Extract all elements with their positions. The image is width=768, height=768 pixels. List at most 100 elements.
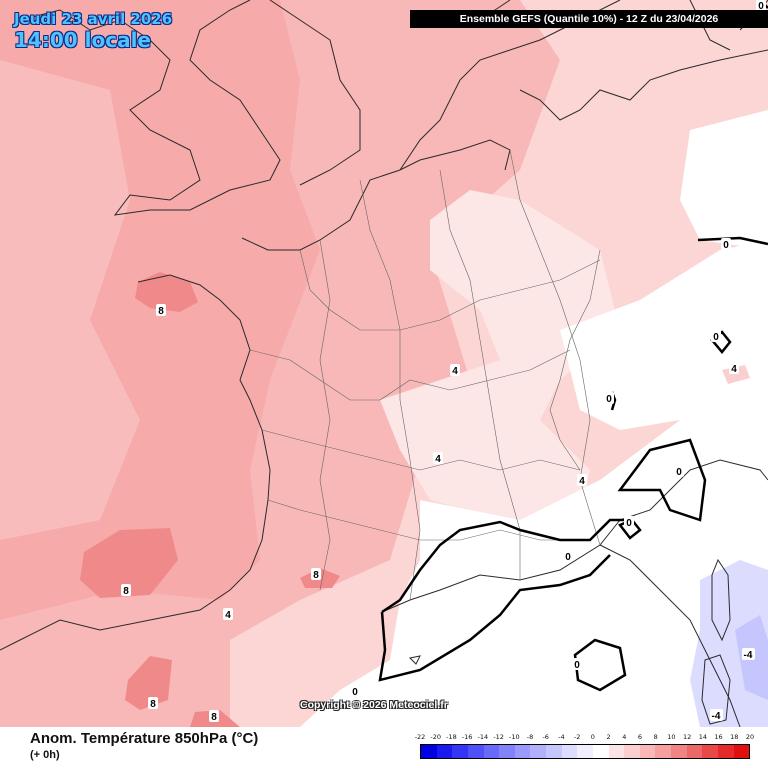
- contour-label: 8: [311, 568, 321, 581]
- anomaly-field-neutral: [300, 400, 768, 727]
- color-scale-swatch: [671, 745, 687, 758]
- color-scale-tick: 4: [622, 733, 627, 741]
- svg-text:0: 0: [713, 332, 719, 343]
- contour-zero-italy: [617, 438, 707, 522]
- color-scale-swatch: [546, 745, 562, 758]
- color-scale-tick: -8: [526, 733, 534, 741]
- color-scale-tick: 18: [730, 733, 739, 741]
- anomaly-field-neutral-ne: [680, 110, 768, 250]
- color-scale-tick: -18: [446, 733, 457, 741]
- contour-label: 0: [563, 550, 573, 563]
- color-scale-tick: -14: [477, 733, 489, 741]
- contour-label: 8: [121, 584, 131, 597]
- color-scale-tick: 14: [698, 733, 707, 741]
- color-scale-swatch: [624, 745, 640, 758]
- contour-label: 0: [604, 392, 614, 405]
- color-scale-swatch: [467, 745, 484, 758]
- color-scale-tick: -12: [493, 733, 504, 741]
- contour-zero-balearic: [573, 638, 627, 692]
- svg-text:8: 8: [158, 306, 164, 317]
- region-borders: [249, 149, 601, 601]
- color-scale-swatch: [530, 745, 546, 758]
- color-scale-tick: 2: [606, 733, 611, 741]
- contour-label: 4: [433, 452, 443, 465]
- anomaly-field-ocean-light: [0, 60, 140, 540]
- color-scale-tick: -2: [573, 733, 581, 741]
- color-scale-tick: 6: [637, 733, 643, 741]
- svg-text:4: 4: [731, 364, 737, 375]
- svg-text:0: 0: [758, 1, 764, 12]
- color-scale-swatch: [483, 745, 500, 758]
- contour-label: 8: [156, 304, 166, 317]
- contour-zero-germany: [697, 236, 768, 246]
- contour-label: 4: [577, 474, 587, 487]
- color-scale-swatch: [592, 745, 609, 758]
- color-scale-tick: 0: [590, 733, 595, 741]
- contour-label: 0: [756, 0, 766, 12]
- contour-label: 0: [721, 238, 731, 251]
- model-run-banner: Ensemble GEFS (Quantile 10%) - 12 Z du 2…: [410, 10, 768, 28]
- color-scale-swatch: [733, 745, 750, 758]
- color-scale-tick: 20: [745, 733, 755, 741]
- svg-text:4: 4: [579, 476, 585, 487]
- svg-text:0: 0: [574, 660, 580, 671]
- contour-label: 0: [674, 465, 684, 478]
- anomaly-field-neutral-east: [560, 240, 768, 430]
- contour-lines: [378, 0, 768, 692]
- color-scale-tick: -20: [430, 733, 442, 741]
- svg-text:4: 4: [435, 454, 441, 465]
- lead-time-label: (+ 0h): [30, 749, 60, 761]
- color-scale: -22 -20 -18 -16 -14 -12 -10 -8 -6 -4 -2 0 2 4 6 8 10 12 14…: [415, 733, 754, 759]
- svg-text:4: 4: [225, 610, 231, 621]
- anomaly-field-faint: [380, 190, 620, 520]
- color-scale-bar: [420, 744, 750, 759]
- color-scale-tick: 8: [653, 733, 658, 741]
- valid-time: 14:00 locale: [14, 28, 151, 52]
- copyright-notice: Copyright © 2026 Meteociel.fr: [300, 699, 448, 711]
- contour-label: 0: [711, 330, 721, 343]
- color-scale-tick: 12: [683, 733, 692, 741]
- svg-text:8: 8: [313, 570, 319, 581]
- color-scale-ticks: -22 -20 -18 -16 -14 -12 -10 -8 -6 -4 -2 0 2 4 6 8 10 12 14…: [415, 733, 754, 744]
- color-scale-tick: 16: [714, 733, 723, 741]
- svg-text:8: 8: [123, 586, 129, 597]
- contour-labels: 8 4 4 4 8 8 4 8 8 0 0 0 0 0 0 4 0 0 -4 -…: [121, 0, 766, 723]
- contour-label: 0: [350, 685, 360, 698]
- color-scale-tick: -10: [508, 733, 520, 741]
- svg-text:0: 0: [352, 687, 358, 698]
- color-scale-tick: -4: [558, 733, 565, 741]
- color-scale-swatch: [561, 745, 578, 758]
- contour-label: -4: [742, 648, 755, 661]
- color-scale-swatch: [702, 745, 718, 758]
- color-scale-swatch: [686, 745, 703, 758]
- svg-text:4: 4: [452, 366, 458, 377]
- svg-text:0: 0: [723, 240, 729, 251]
- color-scale-tick: -22: [414, 733, 426, 741]
- color-scale-swatch: [436, 745, 453, 758]
- color-scale-swatch: [452, 745, 468, 758]
- contour-label: 8: [209, 710, 219, 723]
- contour-label: 4: [729, 362, 739, 375]
- svg-text:0: 0: [676, 467, 682, 478]
- contour-zero-south: [381, 518, 625, 614]
- valid-date: Jeudi 23 avril 2026: [14, 10, 173, 28]
- contour-label: 0: [624, 516, 634, 529]
- color-scale-swatch: [499, 745, 515, 758]
- svg-text:8: 8: [211, 712, 217, 723]
- svg-text:-4: -4: [744, 650, 753, 661]
- contour-label: 4: [223, 608, 233, 621]
- color-scale-swatch: [639, 745, 656, 758]
- color-scale-tick: -16: [461, 733, 473, 741]
- contour-label: 8: [148, 697, 158, 710]
- anomaly-patch-biscay: [80, 528, 178, 598]
- svg-text:0: 0: [565, 552, 571, 563]
- contour-label: 0: [572, 658, 582, 671]
- color-scale-swatch: [514, 745, 531, 758]
- color-scale-tick: -6: [542, 733, 549, 741]
- anomaly-map: 8 4 4 4 8 8 4 8 8 0 0 0 0 0 0 4 0 0 -4 -…: [0, 0, 768, 727]
- legend-footer: Anom. Température 850hPa (°C) (+ 0h) -22…: [0, 727, 768, 768]
- color-scale-swatch: [655, 745, 671, 758]
- svg-text:0: 0: [626, 518, 632, 529]
- contour-label: 4: [450, 364, 460, 377]
